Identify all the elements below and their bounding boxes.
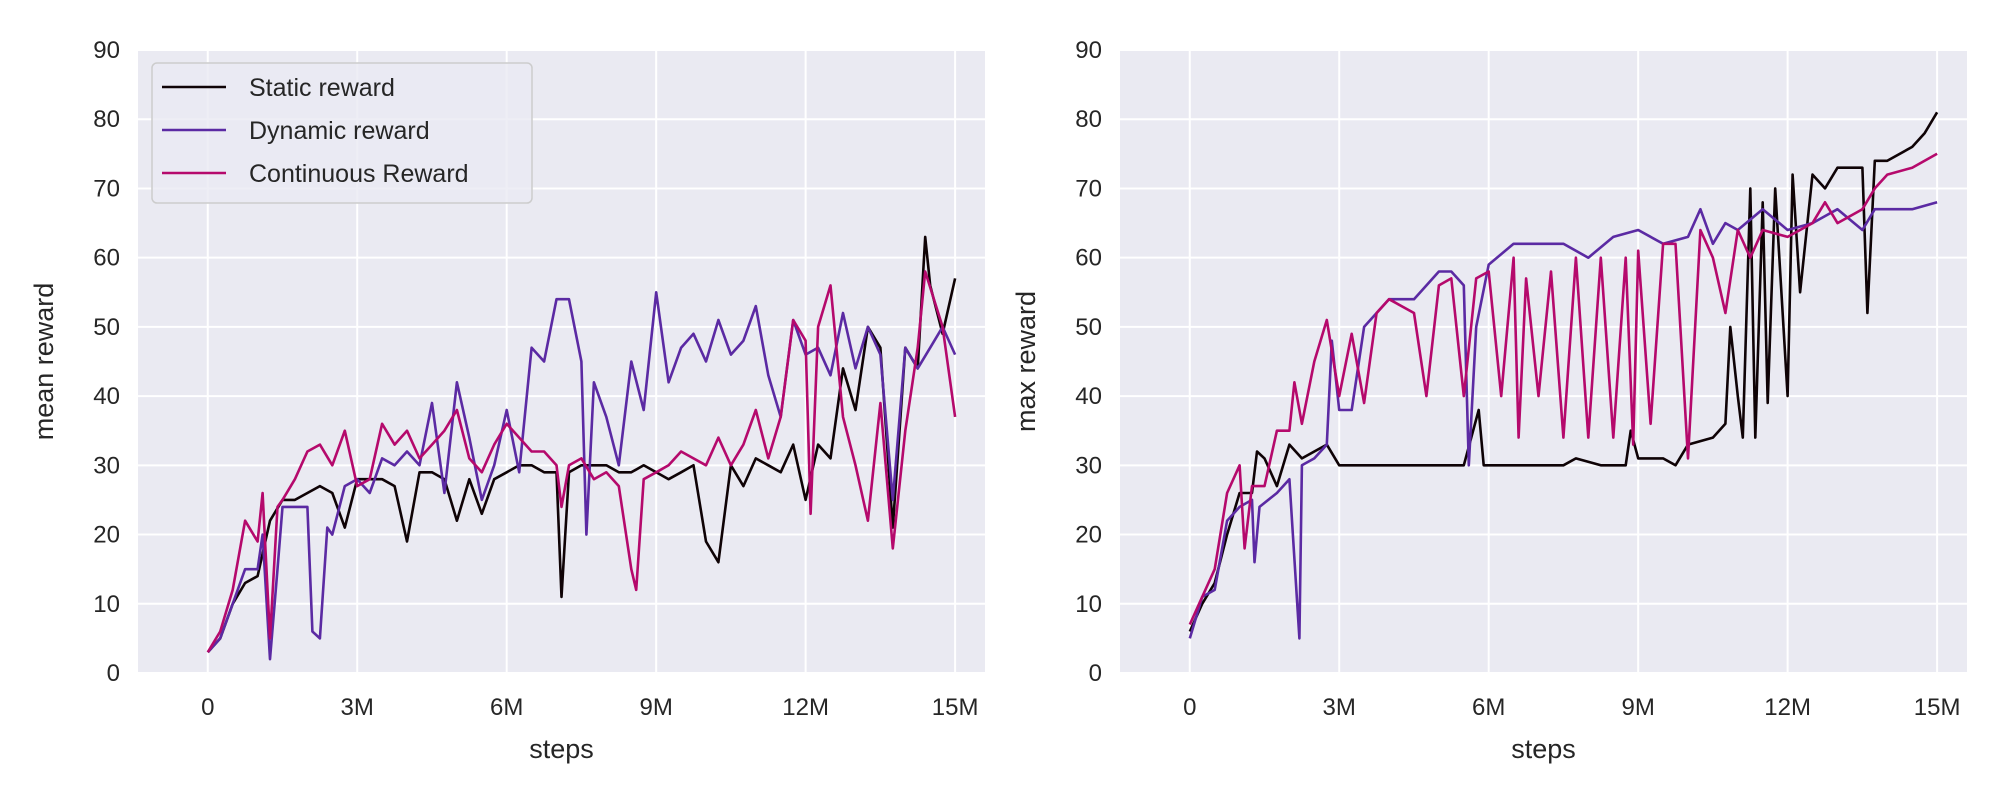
y-tick-label: 90 — [1075, 37, 1102, 64]
legend-label: Continuous Reward — [249, 160, 469, 188]
y-tick-label: 0 — [1089, 660, 1102, 687]
y-tick-label: 40 — [93, 383, 120, 410]
x-tick-label: 15M — [1914, 694, 1961, 721]
y-tick-label: 70 — [1075, 175, 1102, 202]
y-tick-label: 30 — [93, 452, 120, 479]
series-line-0 — [1188, 111, 1939, 633]
y-tick-label: 80 — [93, 106, 120, 133]
max-reward-chart: 0 10 20 30 40 50 60 70 80 90 0 3M 6M 9M 12M 15M steps max… — [1011, 37, 1967, 764]
y-axis-label: mean reward — [29, 283, 59, 441]
series-line-1 — [1188, 201, 1938, 640]
x-tick-label: 9M — [639, 694, 672, 721]
y-tick-label: 30 — [1075, 452, 1102, 479]
x-tick-label: 9M — [1621, 694, 1654, 721]
legend-label: Dynamic reward — [249, 117, 430, 145]
plot-background — [1120, 50, 1967, 673]
y-tick-label: 10 — [1075, 591, 1102, 618]
x-tick-label: 0 — [201, 694, 214, 721]
x-tick-label: 12M — [1764, 694, 1811, 721]
y-tick-label: 80 — [1075, 106, 1102, 133]
series-line-2 — [206, 270, 957, 653]
x-tick-label: 12M — [782, 694, 829, 721]
y-tick-label: 10 — [93, 591, 120, 618]
y-tick-label: 50 — [1075, 314, 1102, 341]
x-tick-label: 3M — [341, 694, 374, 721]
y-tick-label: 50 — [93, 314, 120, 341]
y-tick-label: 90 — [93, 37, 120, 64]
x-tick-label: 0 — [1183, 694, 1196, 721]
legend-box — [151, 62, 533, 204]
x-tick-label: 6M — [490, 694, 523, 721]
y-tick-label: 60 — [1075, 245, 1102, 272]
y-tick-label: 70 — [93, 175, 120, 202]
mean-reward-chart: 0 10 20 30 40 50 60 70 80 90 0 3M 6M 9M 12M 15M steps mea… — [29, 37, 985, 764]
y-tick-label: 40 — [1075, 383, 1102, 410]
legend: Static reward Dynamic reward Continuous Re… — [151, 62, 533, 204]
series-line-0 — [206, 235, 957, 654]
y-tick-label: 20 — [93, 522, 120, 549]
y-axis-label: max reward — [1011, 291, 1041, 432]
series-line-2 — [1188, 152, 1938, 626]
x-tick-label: 15M — [932, 694, 979, 721]
y-tick-label: 0 — [107, 660, 120, 687]
x-axis-label: steps — [1511, 734, 1576, 764]
x-tick-label: 3M — [1323, 694, 1356, 721]
y-tick-label: 20 — [1075, 522, 1102, 549]
y-tick-label: 60 — [93, 245, 120, 272]
legend-label: Static reward — [249, 74, 395, 102]
x-tick-label: 6M — [1472, 694, 1505, 721]
x-axis-label: steps — [529, 734, 594, 764]
series-line-1 — [206, 290, 957, 661]
